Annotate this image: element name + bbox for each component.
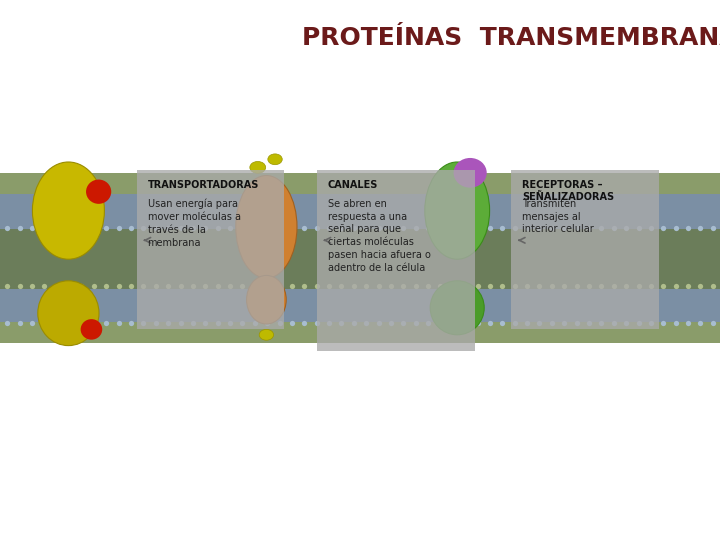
Text: Se abren en
respuesta a una
señal para que
ciertas moléculas
pasen hacia afuera : Se abren en respuesta a una señal para q…	[328, 199, 431, 273]
FancyBboxPatch shape	[137, 170, 284, 329]
Text: Usan energía para
mover moléculas a
través de la
membrana: Usan energía para mover moléculas a trav…	[148, 199, 240, 248]
Ellipse shape	[454, 158, 487, 187]
Ellipse shape	[32, 162, 104, 259]
Text: PROTEÍNAS  TRANSMEMBRANA: PROTEÍNAS TRANSMEMBRANA	[302, 26, 720, 50]
Bar	[0, 173, 720, 194]
Circle shape	[250, 161, 266, 173]
Bar	[0, 322, 720, 343]
Circle shape	[259, 329, 274, 340]
FancyBboxPatch shape	[317, 170, 475, 351]
Ellipse shape	[81, 319, 102, 340]
Bar	[0, 230, 720, 294]
Bar	[0, 194, 720, 230]
Bar	[0, 289, 720, 324]
Text: TRANSPORTADORAS: TRANSPORTADORAS	[148, 180, 259, 191]
Ellipse shape	[246, 275, 287, 324]
Text: RECEPTORAS –
SEÑALIZADORAS: RECEPTORAS – SEÑALIZADORAS	[522, 180, 614, 202]
Ellipse shape	[236, 176, 297, 278]
Ellipse shape	[86, 179, 112, 204]
FancyBboxPatch shape	[511, 170, 659, 329]
Ellipse shape	[431, 281, 484, 335]
Text: CANALES: CANALES	[328, 180, 378, 191]
Circle shape	[268, 154, 282, 165]
Ellipse shape	[425, 162, 490, 259]
Text: Transmiten
mensajes al
interior celular: Transmiten mensajes al interior celular	[522, 199, 594, 234]
Ellipse shape	[38, 281, 99, 346]
